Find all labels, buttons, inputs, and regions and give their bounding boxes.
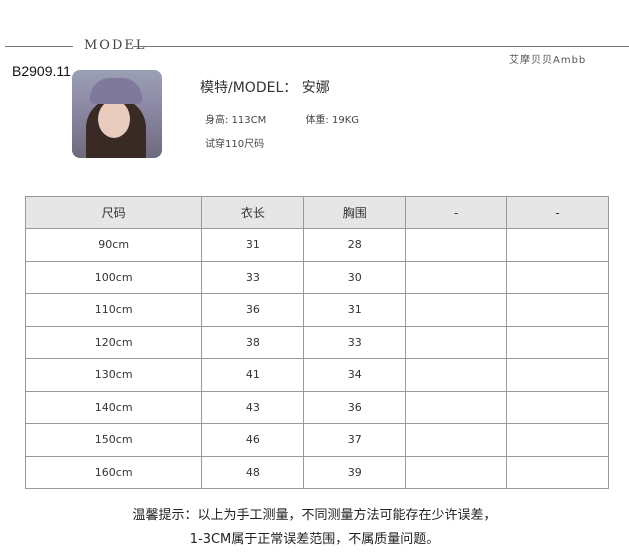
table-cell: 36 bbox=[303, 390, 407, 424]
table-row: 150cm 46 37 bbox=[24, 423, 609, 457]
model-height: 身高: 113CM bbox=[205, 115, 267, 126]
column-header: 尺码 bbox=[24, 196, 203, 229]
table-cell: 36 bbox=[201, 293, 305, 327]
table-cell bbox=[506, 358, 609, 392]
table-cell bbox=[405, 260, 508, 294]
table-cell bbox=[506, 293, 609, 327]
table-cell bbox=[506, 455, 609, 489]
table-cell: 120cm bbox=[24, 325, 203, 359]
table-cell: 39 bbox=[303, 455, 407, 489]
note-line-2: 1-3CM属于正常误差范围，不属质量问题。 bbox=[189, 532, 440, 547]
table-cell: 38 bbox=[201, 325, 305, 359]
table-cell: 31 bbox=[201, 228, 305, 262]
table-cell bbox=[506, 390, 609, 424]
table-cell: 41 bbox=[201, 358, 305, 392]
table-cell: 46 bbox=[201, 423, 305, 457]
table-header-row: 尺码 衣长 胸围 - - bbox=[24, 196, 609, 229]
table-cell bbox=[405, 325, 508, 359]
table-cell: 140cm bbox=[24, 390, 203, 424]
table-cell: 48 bbox=[201, 455, 305, 489]
model-stats: 身高: 113CM 体重: 19KG bbox=[205, 111, 395, 126]
table-cell: 28 bbox=[303, 228, 407, 262]
table-cell bbox=[405, 293, 508, 327]
table-cell: 130cm bbox=[24, 358, 203, 392]
table-cell: 160cm bbox=[24, 455, 203, 489]
table-row: 100cm 33 30 bbox=[24, 260, 609, 294]
table-row: 110cm 36 31 bbox=[24, 293, 609, 327]
table-cell bbox=[506, 423, 609, 457]
column-header: - bbox=[506, 196, 609, 229]
model-weight: 体重: 19KG bbox=[305, 115, 360, 126]
table-cell: 31 bbox=[303, 293, 407, 327]
column-header: 胸围 bbox=[303, 196, 407, 229]
section-title: MODEL bbox=[84, 38, 147, 53]
size-table: 尺码 衣长 胸围 - - 90cm 31 28 100cm 33 30 110cm 36 31 120cm… bbox=[24, 196, 609, 489]
table-row: 130cm 41 34 bbox=[24, 358, 609, 392]
divider-right bbox=[133, 46, 629, 47]
table-cell bbox=[405, 423, 508, 457]
divider-left bbox=[5, 46, 73, 47]
product-code: B2909.11 bbox=[12, 63, 71, 79]
table-cell bbox=[506, 260, 609, 294]
column-header: 衣长 bbox=[201, 196, 305, 229]
table-row: 120cm 38 33 bbox=[24, 325, 609, 359]
table-cell: 110cm bbox=[24, 293, 203, 327]
table-cell: 90cm bbox=[24, 228, 203, 262]
table-row: 160cm 48 39 bbox=[24, 455, 609, 489]
table-row: 140cm 43 36 bbox=[24, 390, 609, 424]
table-cell bbox=[405, 390, 508, 424]
model-name: 模特/MODEL： 安娜 bbox=[200, 80, 330, 96]
table-cell: 33 bbox=[201, 260, 305, 294]
table-cell bbox=[506, 228, 609, 262]
table-row: 90cm 31 28 bbox=[24, 228, 609, 262]
model-photo bbox=[72, 70, 162, 158]
table-cell: 100cm bbox=[24, 260, 203, 294]
column-header: - bbox=[405, 196, 508, 229]
table-cell: 34 bbox=[303, 358, 407, 392]
table-cell: 30 bbox=[303, 260, 407, 294]
table-cell: 43 bbox=[201, 390, 305, 424]
table-cell bbox=[506, 325, 609, 359]
table-cell bbox=[405, 358, 508, 392]
table-cell: 150cm bbox=[24, 423, 203, 457]
tried-size: 试穿110尺码 bbox=[205, 139, 265, 150]
table-cell bbox=[405, 228, 508, 262]
table-cell bbox=[405, 455, 508, 489]
table-cell: 33 bbox=[303, 325, 407, 359]
table-cell: 37 bbox=[303, 423, 407, 457]
note-line-1: 温馨提示：以上为手工测量，不同测量方法可能存在少许误差， bbox=[132, 508, 497, 523]
brand-name: 艾摩贝贝Ambb bbox=[509, 55, 587, 66]
